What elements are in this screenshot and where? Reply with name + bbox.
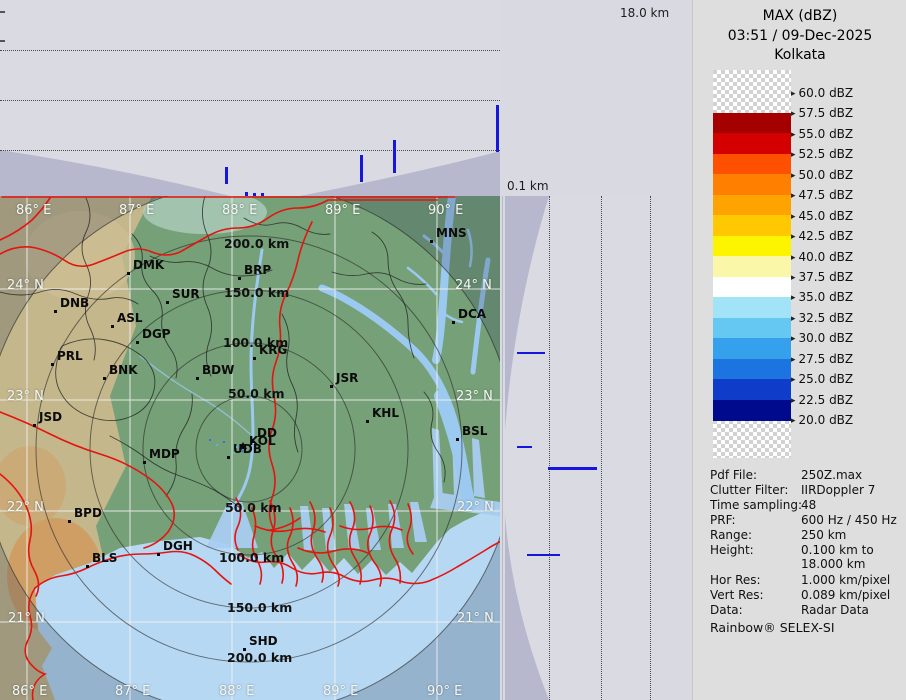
metadata-value: Radar Data (801, 603, 869, 617)
height-gridline (549, 196, 550, 700)
scale-label: 45.0 dBZ (791, 209, 854, 223)
metadata-label: Range: (710, 528, 753, 542)
colorscale-checker-top (713, 70, 791, 113)
metadata-value: IIRDoppler 7 (801, 483, 876, 497)
metadata-label: Vert Res: (710, 588, 764, 602)
scale-band (713, 358, 791, 380)
top-height-projection-panel (0, 0, 500, 196)
metadata-value: 1.000 km/pixel (801, 573, 891, 587)
scale-band (713, 399, 791, 421)
scale-label: 37.5 dBZ (791, 270, 854, 284)
scale-band (713, 194, 791, 216)
metadata-label: Time sampling: (710, 498, 803, 512)
scale-band (713, 338, 791, 360)
height-gridline (0, 50, 500, 51)
scale-band (713, 317, 791, 339)
axis-tick (0, 40, 5, 42)
metadata-label: Hor Res: (710, 573, 761, 587)
scale-label: 22.5 dBZ (791, 393, 854, 407)
scale-band (713, 215, 791, 237)
scale-label: 27.5 dBZ (791, 352, 854, 366)
scale-label: 30.0 dBZ (791, 331, 854, 345)
height-axis-min-label: 0.1 km (507, 179, 549, 193)
scale-band (713, 174, 791, 196)
scale-label: 55.0 dBZ (791, 127, 854, 141)
metadata-value: 250Z.max (801, 468, 863, 482)
scale-label: 47.5 dBZ (791, 188, 854, 202)
metadata-value: 0.100 km to 18.000 km (801, 543, 874, 571)
scale-label: 20.0 dBZ (791, 413, 854, 427)
metadata-label: PRF: (710, 513, 736, 527)
scale-band (713, 113, 791, 134)
scale-label: 32.5 dBZ (791, 311, 854, 325)
scale-label: 57.5 dBZ (791, 106, 854, 120)
scale-band (713, 276, 791, 298)
metadata-value: 48 (801, 498, 817, 512)
scale-band (713, 379, 791, 401)
scale-band (713, 153, 791, 175)
scale-label: 25.0 dBZ (791, 372, 854, 386)
scale-label: 42.5 dBZ (791, 229, 854, 243)
metadata-label: Pdf File: (710, 468, 758, 482)
height-gridline (650, 196, 651, 700)
side-height-projection-panel (505, 196, 651, 700)
product-title: MAX (dBZ) (762, 8, 838, 24)
metadata-value: 250 km (801, 528, 847, 542)
scale-label: 35.0 dBZ (791, 290, 854, 304)
scale-label: 50.0 dBZ (791, 168, 854, 182)
beam-blockage-wedges-side (505, 196, 549, 700)
scan-timestamp: 03:51 / 09-Dec-2025 (727, 28, 873, 44)
base-map (0, 182, 516, 700)
height-gridline (0, 150, 500, 151)
scale-band (713, 256, 791, 278)
panel-separator (502, 196, 503, 700)
beam-blockage-wedges-top (0, 150, 500, 196)
legend-panel: MAX (dBZ) 03:51 / 09-Dec-2025 Kolkata 60… (692, 0, 906, 700)
scale-band (713, 133, 791, 155)
metadata-value: 600 Hz / 450 Hz (801, 513, 897, 527)
metadata-label: Clutter Filter: (710, 483, 789, 497)
metadata-label: Height: (710, 543, 754, 557)
colorscale-checker-bottom (713, 420, 791, 458)
scale-label: 60.0 dBZ (791, 86, 854, 100)
axis-tick (0, 11, 5, 13)
metadata-value: 0.089 km/pixel (801, 588, 891, 602)
scale-label: 52.5 dBZ (791, 147, 854, 161)
metadata-label: Data: (710, 603, 743, 617)
height-gridline (0, 100, 500, 101)
scale-band (713, 235, 791, 257)
map-canvas[interactable] (0, 182, 516, 700)
scale-label: 40.0 dBZ (791, 250, 854, 264)
station-name: Kolkata (774, 47, 826, 63)
scale-band (713, 297, 791, 319)
height-gridline (601, 196, 602, 700)
software-brand: Rainbow® SELEX-SI (710, 620, 835, 635)
height-axis-max-label: 18.0 km (620, 6, 670, 20)
